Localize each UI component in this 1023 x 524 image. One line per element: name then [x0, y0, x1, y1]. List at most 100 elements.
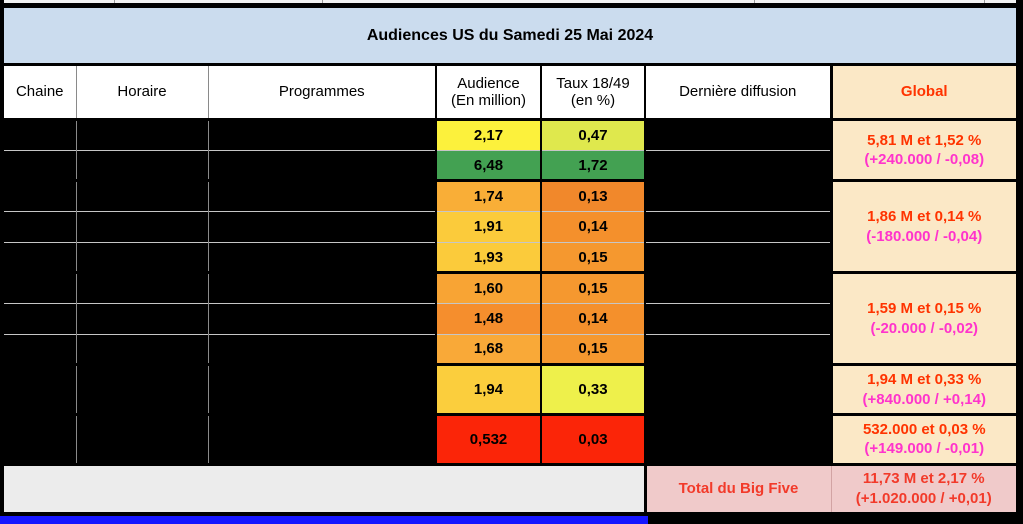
- global-cell-cbs: 1,86 M et 0,14 % (-180.000 / -0,04): [829, 179, 1016, 273]
- table-row: CBS 21h00 - 22h00 (R) 48 Hours 1,91 0,14…: [4, 211, 1016, 243]
- col-header-global: Global: [829, 63, 1016, 121]
- global-delta: (-180.000 / -0,04): [866, 227, 983, 245]
- last-broadcast-cell: 2,48 M et 0,20 % - N: [644, 241, 831, 273]
- audience-cell: 6,48: [435, 149, 541, 181]
- audience-cell: 0,532: [435, 412, 541, 465]
- rating-cell: 0,13: [540, 179, 645, 212]
- programme-cell: (R) 48 Hours: [207, 211, 436, 243]
- last-broadcast-cell: 1,68 M et 0,15 %: [644, 211, 831, 243]
- channel-cell: ABC: [4, 118, 76, 151]
- channel-cell: FOX: [4, 363, 76, 415]
- audience-cell: 1,74: [435, 179, 541, 212]
- column-divider: [984, 0, 985, 3]
- footer-empty-cell: [4, 462, 645, 516]
- column-divider: [322, 0, 323, 3]
- rating-cell: 0,03: [540, 412, 645, 465]
- time-cell: 20h30 - 23h12: [75, 149, 208, 181]
- rating-cell: 0,33: [540, 363, 645, 415]
- audience-cell: 1,91: [435, 211, 541, 243]
- last-broadcast-cell: 383.000 et 0,04 %: [644, 412, 831, 465]
- rating-cell: 0,14: [540, 302, 645, 335]
- cropped-row-strip: [4, 0, 1016, 3]
- page-title: Audiences US du Samedi 25 Mai 2024: [4, 8, 1016, 65]
- rating-cell: 0,14: [540, 211, 645, 243]
- global-delta: (+149.000 / -0,01): [864, 440, 985, 458]
- ratings-table: Audiences US du Samedi 25 Mai 2024 Chain…: [4, 3, 1016, 516]
- programme-cell: NBA Countdown: [207, 118, 436, 151]
- last-broadcast-cell: 1,66 M et 0,13 %: [644, 271, 831, 304]
- last-broadcast-cell: 5,60 M et 1,58 %: [644, 149, 831, 181]
- programme-cell: NBA Playoffs: [207, 149, 436, 181]
- column-divider: [754, 0, 755, 3]
- rating-cell: 0,15: [540, 241, 645, 273]
- time-cell: 22h00 - 23h00: [75, 333, 208, 365]
- table-row: FOX 19h12 - 21h57 MLB Saturday 1,94 0,33…: [4, 363, 1016, 415]
- time-cell: 20h00 - 22h00: [75, 412, 208, 465]
- time-cell: 20h01 - 21h00: [75, 179, 208, 212]
- total-value-cell: 11,73 M et 2,17 % (+1.020.000 / +0,01): [830, 462, 1016, 516]
- table-row: NBC 21h00 - 22h00 (R) Weakest Link 1,48 …: [4, 302, 1016, 335]
- channel-cell: NBC: [4, 271, 76, 304]
- time-cell: 19h12 - 21h57: [75, 363, 208, 415]
- col-header-programmes: Programmes: [207, 63, 436, 121]
- audience-cell: 1,94: [435, 363, 541, 415]
- total-label: Total du Big Five: [643, 462, 831, 516]
- global-cell-cw: 532.000 et 0,03 % (+149.000 / -0,01): [829, 412, 1016, 465]
- total-delta: (+1.020.000 / +0,01): [855, 489, 992, 507]
- global-delta: (-20.000 / -0,02): [870, 319, 979, 337]
- audience-cell: 1,93: [435, 241, 541, 273]
- programme-cell: (R) I Am Steve McQueen: [207, 412, 436, 465]
- channel-cell: NBC: [4, 333, 76, 365]
- table-row: CBS 20h01 - 21h00 (R) The Equalizer 1,74…: [4, 179, 1016, 273]
- channel-cell: CW: [4, 412, 76, 465]
- table-row: ABC 20h00 - 20h30 NBA Countdown 2,17 0,4…: [4, 118, 1016, 181]
- global-value: 532.000 et 0,03 %: [862, 420, 986, 438]
- channel-cell: CBS: [4, 211, 76, 243]
- table-row: NBC 20h00 - 21h00 (R) The Wall 1,60 0,15…: [4, 271, 1016, 365]
- programme-cell: MLB Saturday: [207, 363, 436, 415]
- programme-cell: (R) The Equalizer: [207, 179, 436, 212]
- last-broadcast-cell: 1,10 M et 0,19 %: [644, 363, 831, 415]
- table-row: CW 20h00 - 22h00 (R) I Am Steve McQueen …: [4, 412, 1016, 465]
- rating-cell: 0,47: [540, 118, 645, 151]
- global-cell-fox: 1,94 M et 0,33 % (+840.000 / +0,14): [829, 363, 1016, 415]
- global-delta: (+240.000 / -0,08): [864, 151, 985, 169]
- channel-cell: ABC: [4, 149, 76, 181]
- column-divider: [114, 0, 115, 3]
- col-header-horaire: Horaire: [75, 63, 208, 121]
- audience-cell: 1,60: [435, 271, 541, 304]
- time-cell: 20h00 - 21h00: [75, 271, 208, 304]
- audience-cell: 1,68: [435, 333, 541, 365]
- global-cell-nbc: 1,59 M et 0,15 % (-20.000 / -0,02): [829, 271, 1016, 365]
- programme-cell: (R) The Wall: [207, 271, 436, 304]
- table-row: CBS 22h00 - 23h00 (R) 48 Hours 1,93 0,15…: [4, 241, 1016, 273]
- global-cell-abc: 5,81 M et 1,52 % (+240.000 / -0,08): [829, 118, 1016, 181]
- time-cell: 21h00 - 22h00: [75, 302, 208, 335]
- bottom-blue-bar: [0, 516, 648, 524]
- col-header-derniere-diffusion: Dernière diffusion: [644, 63, 831, 121]
- col-header-audience: Audience (En million): [435, 63, 541, 121]
- rating-cell: 0,15: [540, 271, 645, 304]
- channel-cell: CBS: [4, 179, 76, 212]
- time-cell: 22h00 - 23h00: [75, 241, 208, 273]
- global-value: 1,59 M et 0,15 %: [867, 300, 982, 318]
- time-cell: 20h00 - 20h30: [75, 118, 208, 151]
- programme-cell: Dateline Weekend Mystery: [207, 333, 436, 365]
- last-broadcast-cell: 1,97 M et 0,19 %: [644, 179, 831, 212]
- rating-cell: 0,15: [540, 333, 645, 365]
- rating-cell: 1,72: [540, 149, 645, 181]
- last-broadcast-cell: -: [644, 333, 831, 365]
- channel-cell: NBC: [4, 302, 76, 335]
- programme-cell: (R) 48 Hours: [207, 241, 436, 273]
- table-row: NBC 22h00 - 23h00 Dateline Weekend Myste…: [4, 333, 1016, 365]
- audience-cell: 1,48: [435, 302, 541, 335]
- global-value: 1,86 M et 0,14 %: [867, 208, 982, 226]
- col-header-taux: Taux 18/49 (en %): [540, 63, 645, 121]
- last-broadcast-cell: 2,48 M et 0,57 %: [644, 118, 831, 151]
- time-cell: 21h00 - 22h00: [75, 211, 208, 243]
- audience-cell: 2,17: [435, 118, 541, 151]
- global-value: 5,81 M et 1,52 %: [867, 131, 982, 149]
- total-row: Total du Big Five 11,73 M et 2,17 % (+1.…: [4, 462, 1016, 516]
- global-value: 1,94 M et 0,33 %: [867, 371, 982, 389]
